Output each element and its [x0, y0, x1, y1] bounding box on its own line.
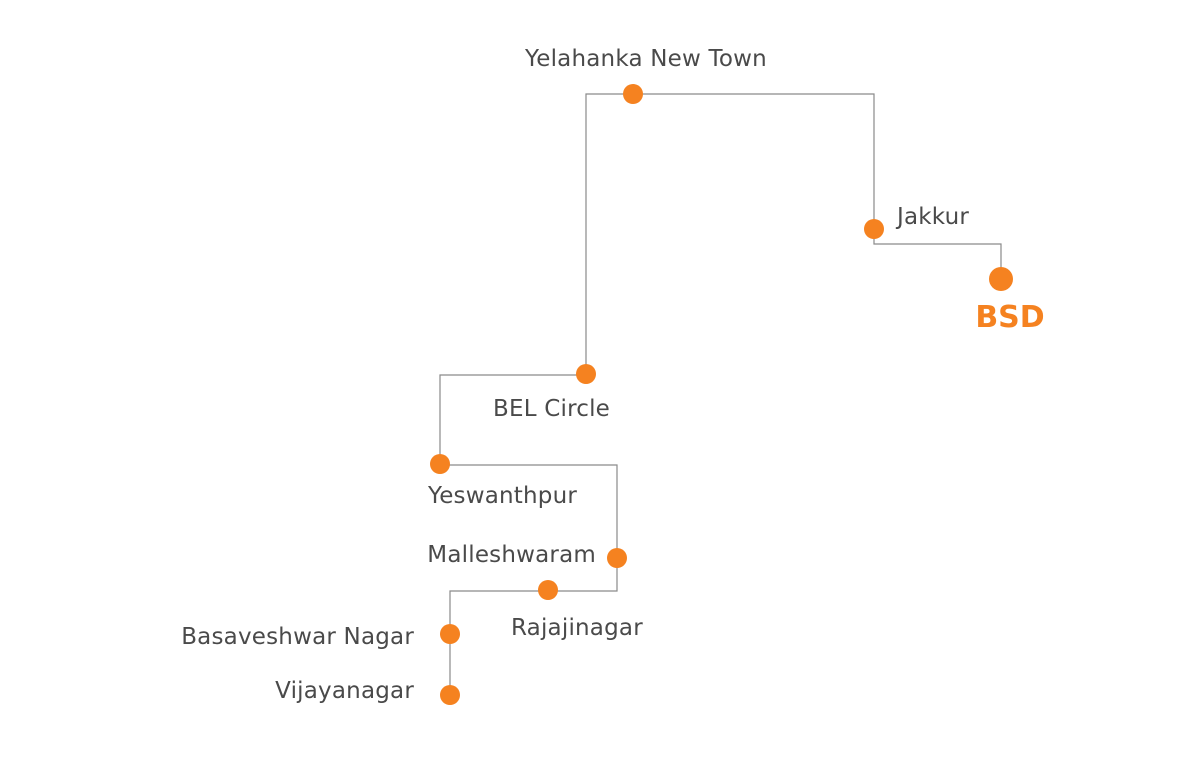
destination-label-bsd: BSD	[975, 300, 1044, 335]
stop-dot-rajajinagar	[538, 580, 558, 600]
stop-label-yeswanthpur: Yeswanthpur	[427, 483, 577, 509]
stop-dot-jakkur	[864, 219, 884, 239]
stop-label-yelahanka-new-town: Yelahanka New Town	[524, 46, 767, 72]
stop-label-rajajinagar: Rajajinagar	[511, 615, 643, 641]
destination-dot-bsd	[989, 267, 1013, 291]
stop-label-jakkur: Jakkur	[895, 204, 969, 230]
stop-label-malleshwaram: Malleshwaram	[427, 542, 596, 568]
stop-dot-basaveshwar-nagar	[440, 624, 460, 644]
stop-dot-vijayanagar	[440, 685, 460, 705]
stop-dot-bel-circle	[576, 364, 596, 384]
stop-dot-yelahanka-new-town	[623, 84, 643, 104]
stop-label-bel-circle: BEL Circle	[493, 396, 610, 422]
stop-dot-yeswanthpur	[430, 454, 450, 474]
route-line	[439, 93, 1002, 695]
stop-label-basaveshwar-nagar: Basaveshwar Nagar	[181, 624, 414, 650]
stop-label-vijayanagar: Vijayanagar	[275, 678, 414, 704]
stop-dot-malleshwaram	[607, 548, 627, 568]
